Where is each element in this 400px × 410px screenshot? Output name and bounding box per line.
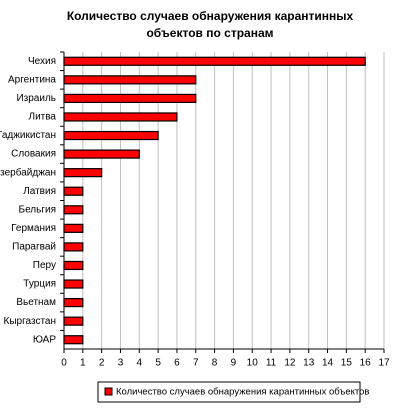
bar [63, 75, 197, 85]
y-tick-label: Словакия [11, 149, 56, 160]
bar [63, 223, 84, 233]
y-tick-label: Азербайджан [0, 166, 56, 178]
y-tick-label: Парагвай [12, 242, 56, 253]
x-tick-label: 17 [378, 358, 390, 369]
x-tick-label: 4 [137, 358, 143, 369]
y-tick-label: Литва [29, 112, 57, 123]
bar [63, 56, 366, 66]
bar [63, 93, 197, 104]
x-tick-label: 7 [193, 358, 199, 369]
x-tick-label: 10 [247, 358, 259, 369]
bar [63, 149, 140, 159]
bar [63, 186, 84, 196]
x-tick-label: 0 [61, 358, 67, 369]
y-tick-label: ЮАР [33, 334, 56, 345]
bar [63, 316, 84, 326]
bar [63, 260, 84, 271]
x-tick-label: 15 [341, 358, 353, 369]
y-tick-label: Бельгия [19, 204, 57, 215]
x-tick-label: 13 [303, 358, 315, 369]
x-tick-label: 14 [322, 358, 334, 369]
x-tick-label: 12 [284, 358, 296, 369]
legend-label: Количество случаев обнаружения карантинн… [116, 387, 369, 398]
x-tick-label: 16 [360, 358, 372, 369]
bar [63, 297, 84, 308]
y-tick-label: Вьетнам [16, 297, 56, 308]
y-tick-label: Таджикистан [0, 130, 56, 141]
x-tick-label: 8 [212, 358, 218, 369]
y-tick-label: Израиль [16, 93, 56, 104]
y-tick-label: Перу [33, 260, 56, 271]
y-tick-label: Чехия [28, 56, 56, 67]
y-tick-label: Турция [23, 279, 56, 290]
y-tick-label: Латвия [23, 186, 56, 197]
x-tick-label: 5 [155, 358, 161, 369]
chart-title: Количество случаев обнаружения карантинн… [66, 9, 354, 40]
x-tick-label: 6 [174, 358, 180, 369]
y-tick-label: Аргентина [8, 74, 56, 85]
x-tick-label: 9 [231, 358, 237, 369]
bar [63, 130, 159, 141]
x-tick-label: 2 [99, 358, 105, 369]
bar [63, 112, 178, 122]
legend-swatch [104, 387, 113, 396]
x-tick-label: 1 [80, 358, 86, 369]
legend-box [97, 381, 361, 403]
y-tick-label: Германия [11, 223, 56, 234]
x-tick-label: 3 [118, 358, 124, 369]
bar [63, 242, 84, 252]
bar [63, 279, 84, 289]
bar [63, 205, 84, 215]
bar [63, 335, 84, 345]
x-tick-label: 11 [266, 358, 277, 369]
y-tick-label: Кыргазстан [4, 316, 56, 327]
bar [63, 168, 103, 178]
